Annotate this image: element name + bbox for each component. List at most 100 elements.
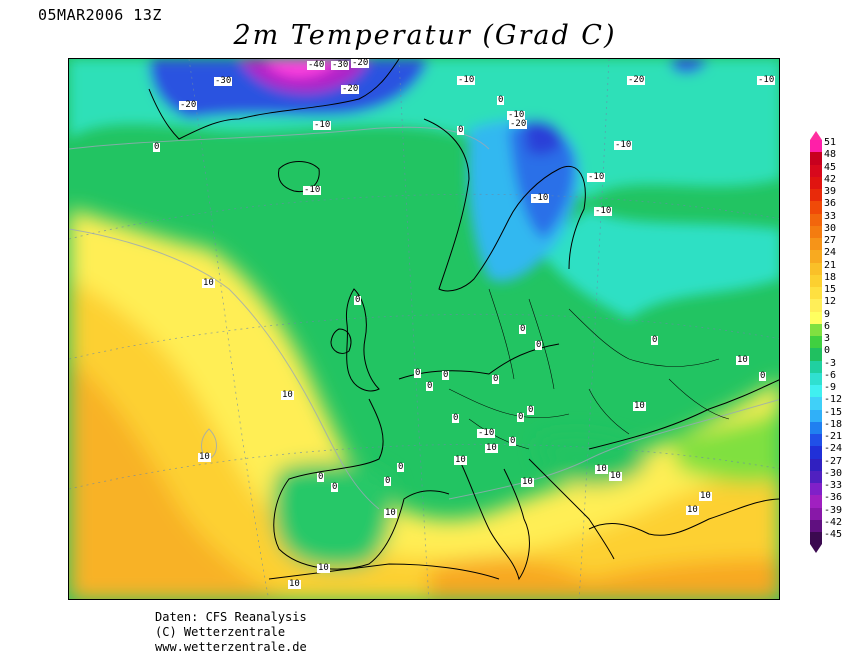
- contour-label: -20: [351, 58, 370, 68]
- contour-label: 10: [609, 471, 622, 481]
- contour-label: -20: [627, 75, 646, 85]
- contour-label: 0: [384, 476, 392, 486]
- contour-label: 0: [457, 125, 465, 135]
- scale-tick: -42: [824, 516, 843, 528]
- contour-label: 10: [281, 390, 294, 400]
- contour-label: 0: [517, 412, 525, 422]
- contour-label: -10: [614, 140, 633, 150]
- scale-tick: 45: [824, 161, 837, 173]
- field-iberia-green: [272, 462, 393, 569]
- color-scale: [810, 131, 822, 554]
- scale-swatch: [810, 372, 822, 385]
- scale-swatch: [810, 397, 822, 410]
- contour-label: 0: [535, 340, 543, 350]
- contour-label: 10: [699, 491, 712, 501]
- contour-label: 10: [317, 563, 330, 573]
- contour-label: -20: [341, 84, 360, 94]
- contour-label: 0: [442, 370, 450, 380]
- scale-tick: 12: [824, 296, 837, 308]
- scale-swatch: [810, 507, 822, 520]
- contour-label: 0: [331, 482, 339, 492]
- field-scandinavia-deep: [524, 119, 564, 155]
- contour-label: 0: [153, 142, 161, 152]
- scale-swatch: [810, 409, 822, 422]
- scale-swatch: [810, 519, 822, 532]
- contour-label: 0: [497, 95, 505, 105]
- contour-label: -30: [214, 76, 233, 86]
- contour-label: -20: [179, 100, 198, 110]
- scale-tick: -39: [824, 504, 843, 516]
- valid-date: 05MAR2006 13Z: [38, 6, 162, 24]
- scale-swatch: [810, 458, 822, 471]
- field-arctic-blue: [669, 59, 709, 74]
- temperature-map[interactable]: -30 -40 -30 -20 -20 -20 -10 0 -10 0 -10 …: [68, 58, 780, 600]
- contour-label: 0: [426, 381, 434, 391]
- contour-label: -10: [313, 120, 332, 130]
- scale-swatch: [810, 483, 822, 496]
- scale-tick: 0: [824, 345, 831, 357]
- contour-label: -10: [587, 172, 606, 182]
- contour-label: -40: [307, 60, 326, 70]
- contour-label: -10: [303, 185, 322, 195]
- scale-swatch: [810, 250, 822, 263]
- scale-tick: 48: [824, 149, 837, 161]
- scale-arrow-top: [810, 131, 822, 140]
- scale-swatch: [810, 164, 822, 177]
- scale-tick: -3: [824, 357, 837, 369]
- scale-tick: -12: [824, 394, 843, 406]
- contour-label: 10: [633, 401, 646, 411]
- scale-tick: 27: [824, 235, 837, 246]
- contour-label: 0: [354, 295, 362, 305]
- scale-swatch: [810, 495, 822, 508]
- credit-website[interactable]: www.wetterzentrale.de: [155, 640, 307, 654]
- scale-tick: 15: [824, 284, 837, 295]
- contour-label: 10: [288, 579, 301, 589]
- contour-label: 0: [452, 413, 460, 423]
- contour-label: 10: [198, 452, 211, 462]
- scale-swatch: [810, 262, 822, 275]
- scale-tick: 18: [824, 271, 837, 283]
- credit-copyright: (C) Wetterzentrale: [155, 625, 286, 639]
- contour-label: -10: [594, 206, 613, 216]
- contour-label: 10: [521, 477, 534, 487]
- credit-data-source: Daten: CFS Reanalysis: [155, 610, 307, 624]
- scale-tick: -21: [824, 431, 843, 442]
- map-title: 2m Temperatur (Grad C): [233, 20, 617, 51]
- scale-tick: 6: [824, 320, 831, 332]
- scale-swatch: [810, 323, 822, 336]
- scale-tick: 9: [824, 308, 831, 320]
- scale-tick: -30: [824, 467, 843, 479]
- contour-label: -10: [477, 428, 496, 438]
- contour-label: 10: [202, 278, 215, 288]
- contour-label: 0: [527, 405, 535, 415]
- temperature-field: [69, 59, 779, 599]
- scale-tick: -27: [824, 455, 843, 467]
- contour-label: 0: [509, 436, 517, 446]
- coastlines: [148, 59, 779, 581]
- scale-tick: 3: [824, 333, 831, 344]
- contour-label: 0: [519, 324, 527, 334]
- scale-swatch: [810, 336, 822, 349]
- scale-swatch: [810, 311, 822, 324]
- field-cold-east: [539, 209, 779, 319]
- field-warm-orange-sw: [69, 359, 286, 599]
- contour-label: -10: [757, 75, 776, 85]
- scale-tick: -36: [824, 492, 843, 504]
- scale-swatch: [810, 140, 822, 153]
- scale-swatch: [810, 213, 822, 226]
- contour-label: -10: [507, 110, 526, 120]
- scale-swatch: [810, 287, 822, 300]
- scale-swatch: [810, 385, 822, 398]
- scale-tick: 33: [824, 210, 837, 222]
- scale-swatch: [810, 225, 822, 238]
- scale-swatch: [810, 238, 822, 251]
- contour-label: 0: [317, 472, 325, 482]
- field-warm-orange-africa: [429, 558, 779, 599]
- scale-swatch: [810, 201, 822, 214]
- scale-swatch: [810, 189, 822, 202]
- scale-swatch: [810, 532, 822, 545]
- scale-swatch: [810, 446, 822, 459]
- scale-arrow-bottom: [810, 544, 822, 554]
- scale-tick: -45: [824, 529, 843, 540]
- scale-swatch: [810, 348, 822, 361]
